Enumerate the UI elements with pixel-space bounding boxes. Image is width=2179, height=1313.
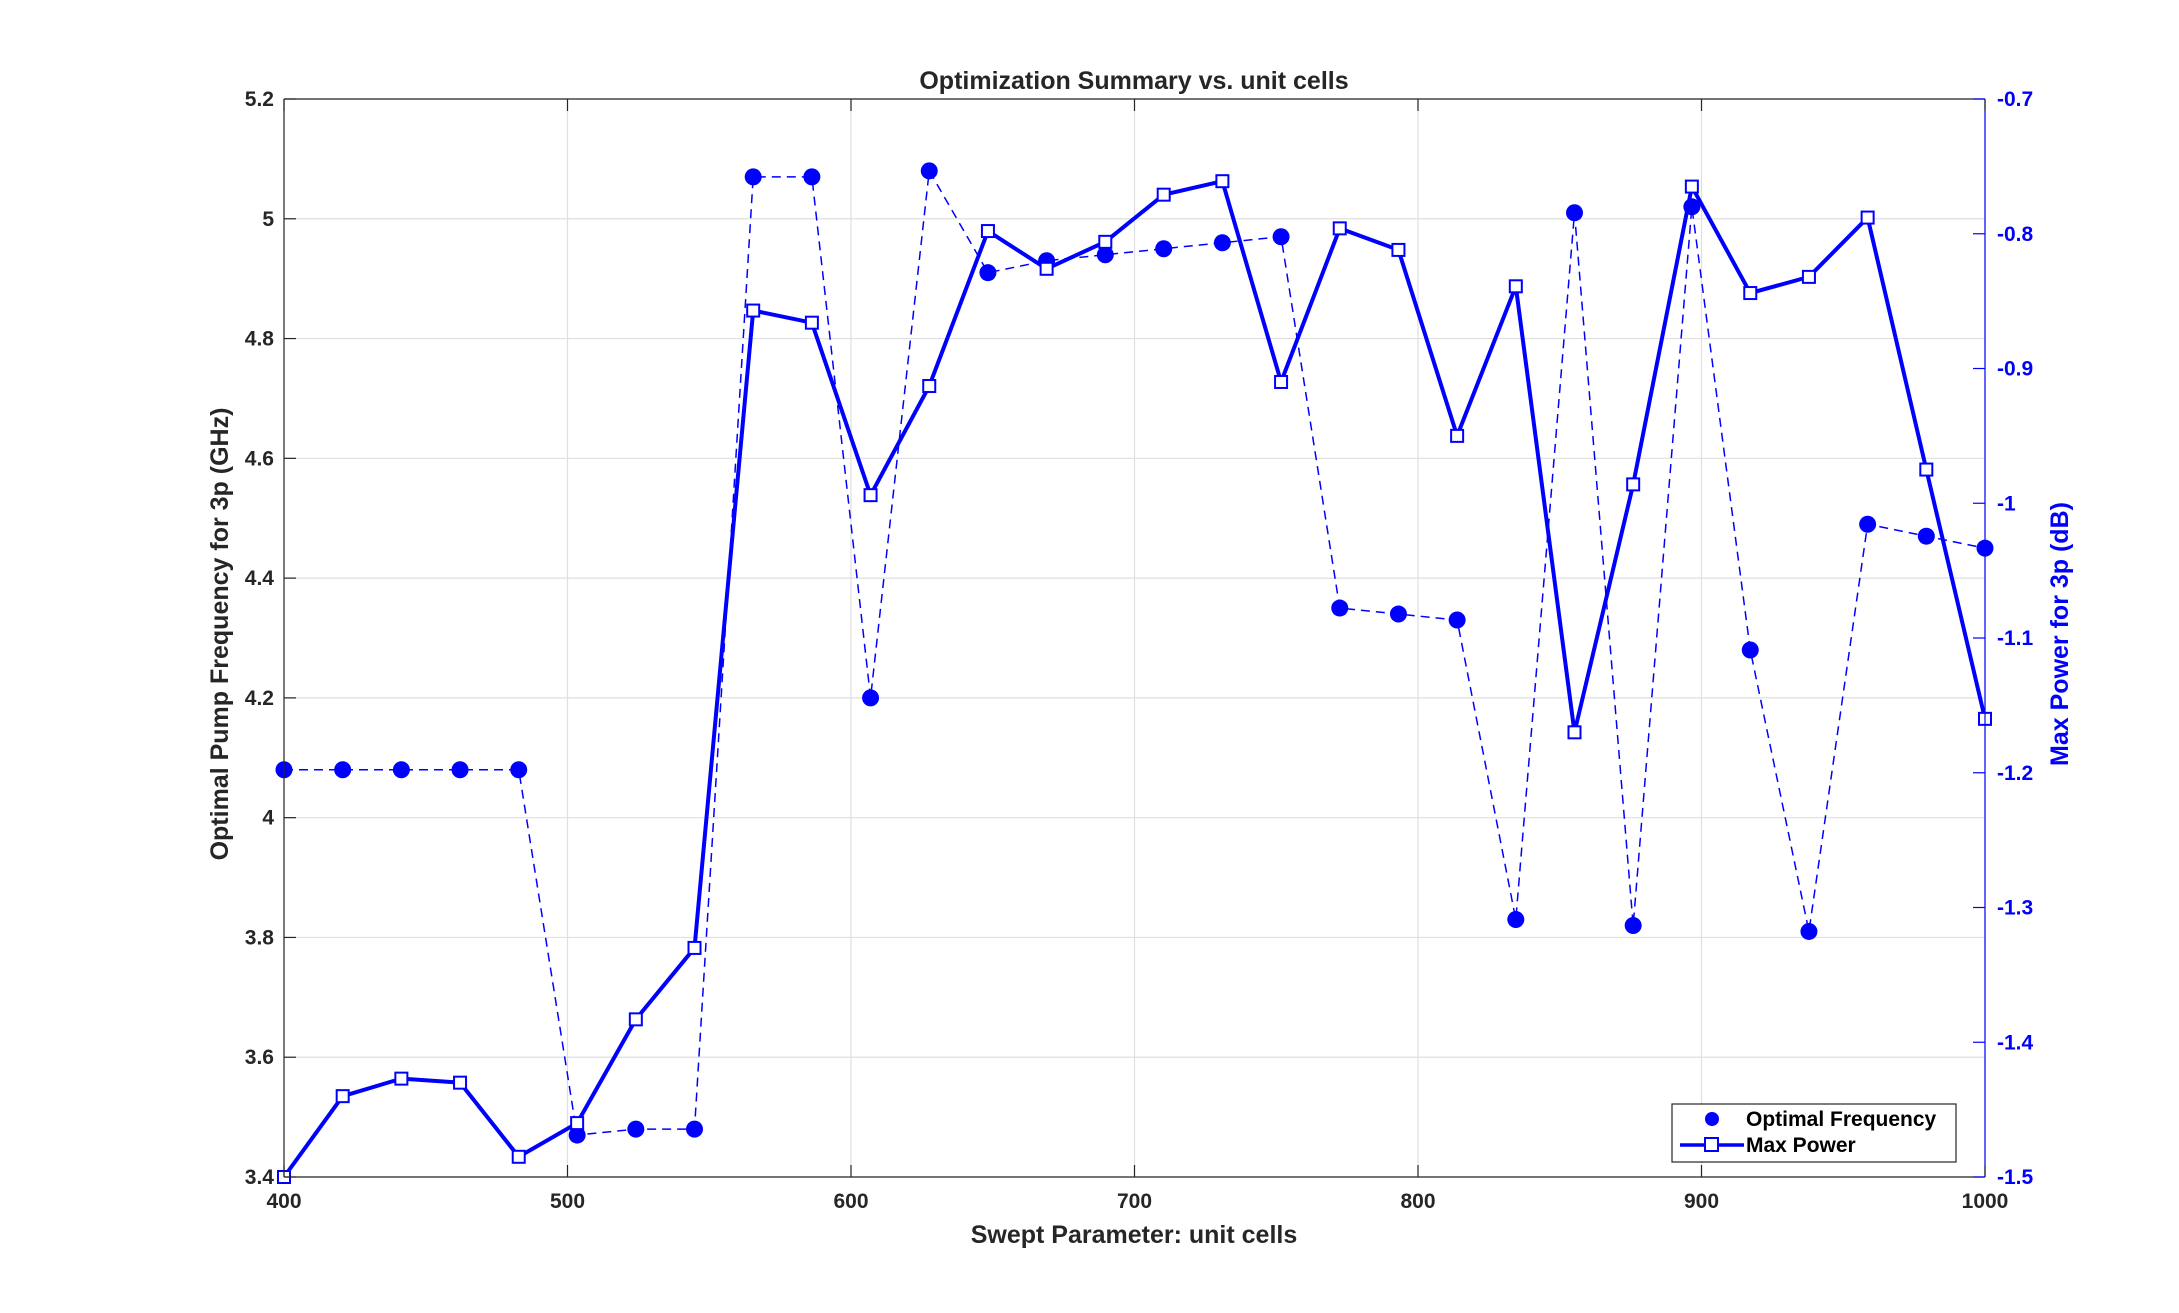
frequency-point <box>979 264 997 282</box>
x-tick-label: 900 <box>1684 1190 1719 1213</box>
power-point <box>570 1116 585 1131</box>
series-line-max-power <box>282 179 1987 1179</box>
frequency-point <box>1155 240 1173 258</box>
frequency-point <box>862 689 880 707</box>
frequency-point <box>1389 605 1407 623</box>
power-point <box>863 488 878 503</box>
frequency-point <box>1917 527 1935 545</box>
power-point <box>1098 234 1113 249</box>
frequency-point <box>1741 641 1759 659</box>
y-left-tick-label: 5.2 <box>245 88 274 111</box>
power-point <box>922 379 937 394</box>
power-point <box>746 303 761 318</box>
power-point <box>804 315 819 330</box>
frequency-point <box>920 162 938 180</box>
x-tick-label: 600 <box>833 1190 868 1213</box>
y-left-tick-label: 3.6 <box>245 1046 274 1069</box>
y-left-tick-label: 5 <box>262 208 274 231</box>
y-right-tick-label: -0.8 <box>1997 223 2034 246</box>
grid <box>283 98 1986 1178</box>
power-point <box>453 1075 468 1090</box>
x-tick-label: 500 <box>550 1190 585 1213</box>
frequency-point <box>627 1120 645 1138</box>
power-point <box>1274 374 1289 389</box>
y-left-tick-label: 3.4 <box>245 1166 275 1189</box>
frequency-point <box>1507 910 1525 928</box>
frequency-point <box>1683 198 1701 216</box>
power-point <box>511 1149 526 1164</box>
axes <box>283 98 1986 1178</box>
power-point <box>1156 187 1171 202</box>
frequency-point <box>1624 916 1642 934</box>
power-point <box>335 1089 350 1104</box>
power-point <box>1743 286 1758 301</box>
frequency-point <box>744 168 762 186</box>
y-right-tick-label: -1.4 <box>1997 1031 2034 1054</box>
power-point <box>1508 279 1523 294</box>
series-line-optimal-frequency <box>284 168 1986 1136</box>
y-right-tick-label: -1.2 <box>1997 762 2033 785</box>
chart-title: Optimization Summary vs. unit cells <box>919 67 1348 95</box>
y-left-tick-label: 4.2 <box>245 687 274 710</box>
frequency-point <box>803 168 821 186</box>
legend-marker-power <box>1704 1137 1719 1152</box>
power-point <box>1860 210 1875 225</box>
power-point <box>394 1071 409 1086</box>
power-point <box>980 224 995 239</box>
x-tick-label: 400 <box>266 1190 301 1213</box>
frequency-point <box>1331 599 1349 617</box>
y-left-tick-label: 4 <box>262 807 274 830</box>
y-left-tick-label: 4.8 <box>245 328 275 351</box>
power-point <box>1626 477 1641 492</box>
frequency-point <box>510 761 528 779</box>
legend-label-frequency: Optimal Frequency <box>1746 1108 1937 1131</box>
power-point <box>687 940 702 955</box>
frequency-point <box>568 1126 586 1144</box>
y-right-tick-label: -0.7 <box>1997 88 2033 111</box>
power-point <box>1567 725 1582 740</box>
tick-labels: 400 500 600 700 800 900 1000 3.4 3.6 3.8 4 4.2 4.4 4.… <box>245 88 2034 1213</box>
x-tick-label: 800 <box>1400 1190 1435 1213</box>
frequency-point <box>451 761 469 779</box>
y-right-axis-label: Max Power for 3p (dB) <box>2046 502 2074 766</box>
frequency-point <box>1800 922 1818 940</box>
x-tick-label: 700 <box>1117 1190 1152 1213</box>
y-right-tick-label: -1 <box>1997 492 2016 515</box>
x-axis-label: Swept Parameter: unit cells <box>971 1221 1298 1249</box>
frequency-point <box>1272 228 1290 246</box>
power-point <box>1215 174 1230 189</box>
frequency-point <box>392 761 410 779</box>
frequency-point <box>686 1120 704 1138</box>
legend-box <box>1671 1103 1957 1163</box>
frequency-point <box>1096 246 1114 264</box>
frequency-point <box>1213 234 1231 252</box>
legend-label-power: Max Power <box>1746 1134 1856 1157</box>
y-left-tick-label: 4.4 <box>245 567 275 590</box>
power-point <box>1391 242 1406 257</box>
power-point <box>628 1012 643 1027</box>
power-point <box>1039 261 1054 276</box>
power-point <box>1801 269 1816 284</box>
frequency-point <box>1448 611 1466 629</box>
power-point <box>1684 179 1699 194</box>
y-right-tick-label: -0.9 <box>1997 358 2033 381</box>
y-left-tick-label: 4.6 <box>245 447 274 470</box>
power-point <box>1332 221 1347 236</box>
y-left-axis-label: Optimal Pump Frequency for 3p (GHz) <box>206 408 234 861</box>
legend-marker-frequency <box>1705 1112 1719 1126</box>
series-layer <box>275 162 1994 1184</box>
legend: Optimal Frequency Max Power <box>1671 1103 1957 1163</box>
power-point <box>1450 428 1465 443</box>
x-tick-label: 1000 <box>1962 1190 2009 1213</box>
y-left-tick-label: 3.8 <box>245 926 275 949</box>
frequency-point <box>334 761 352 779</box>
y-right-tick-label: -1.1 <box>1997 627 2034 650</box>
power-point <box>1919 462 1934 477</box>
y-right-tick-label: -1.5 <box>1997 1166 2034 1189</box>
y-right-tick-label: -1.3 <box>1997 897 2033 920</box>
frequency-point <box>1565 204 1583 222</box>
frequency-point <box>1859 515 1877 533</box>
